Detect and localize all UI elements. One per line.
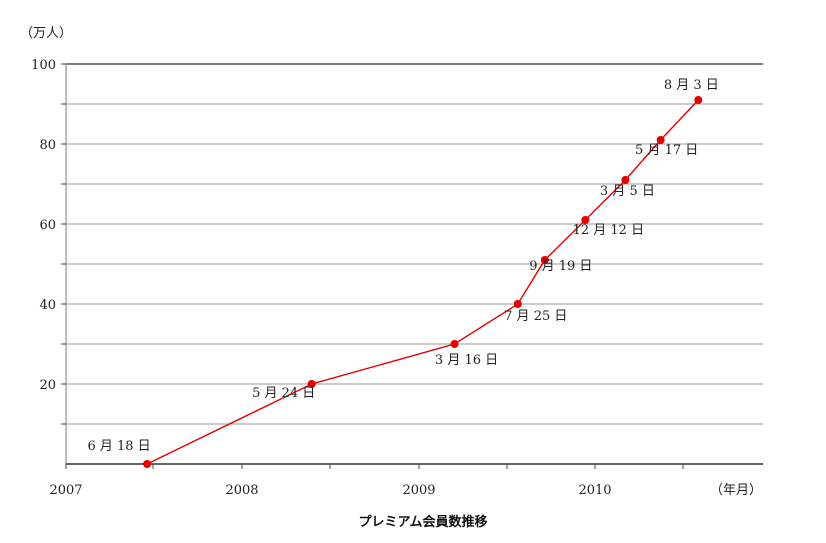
point-label: 5 月 24 日 bbox=[252, 386, 315, 401]
point-label: 12 月 12 日 bbox=[573, 223, 644, 238]
data-point bbox=[540, 256, 549, 264]
point-label: 5 月 17 日 bbox=[635, 143, 698, 158]
point-label: 3 月 5 日 bbox=[600, 184, 655, 199]
gridlines bbox=[66, 63, 763, 425]
series-polyline bbox=[146, 99, 699, 465]
x-axis-ticks: 2007 2008 2009 2010 bbox=[49, 464, 684, 498]
x-tick-label: 2007 bbox=[49, 483, 82, 498]
y-axis-unit-label: （万人） bbox=[20, 26, 72, 41]
point-label: 3 月 16 日 bbox=[435, 353, 498, 368]
chart-title: プレミアム会員数推移 bbox=[358, 514, 487, 530]
point-label: 9 月 19 日 bbox=[529, 259, 592, 274]
y-tick-label: 100 bbox=[31, 58, 56, 73]
data-point bbox=[621, 176, 630, 184]
data-point bbox=[307, 380, 316, 388]
y-axis-ticks: 20 40 60 80 100 bbox=[31, 58, 66, 425]
x-axis-unit-label: （年月） bbox=[710, 483, 762, 498]
point-label: 8 月 3 日 bbox=[664, 78, 719, 93]
data-point bbox=[513, 300, 522, 308]
series-line bbox=[146, 99, 699, 465]
y-tick-label: 60 bbox=[39, 218, 56, 233]
y-tick-label: 20 bbox=[39, 378, 56, 393]
point-label: 6 月 18 日 bbox=[87, 439, 150, 454]
point-label: 7 月 25 日 bbox=[504, 309, 567, 324]
y-tick-label: 40 bbox=[39, 298, 56, 313]
x-tick-label: 2008 bbox=[225, 483, 258, 498]
y-tick-label: 80 bbox=[39, 138, 56, 153]
data-point bbox=[450, 340, 459, 348]
data-point bbox=[694, 96, 703, 104]
data-point bbox=[581, 216, 590, 224]
point-labels: 6 月 18 日 5 月 24 日 3 月 16 日 7 月 25 日 9 月 19 日… bbox=[87, 78, 718, 454]
x-tick-label: 2010 bbox=[578, 483, 611, 498]
data-points bbox=[143, 96, 703, 468]
data-point bbox=[143, 460, 152, 468]
data-point bbox=[656, 136, 665, 144]
x-tick-label: 2009 bbox=[402, 483, 435, 498]
